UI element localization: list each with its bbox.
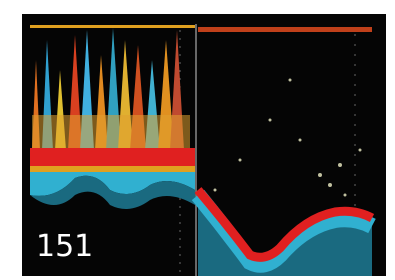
echo-dot [269, 119, 272, 122]
echo-dot [289, 79, 292, 82]
top-bar-right [198, 27, 372, 32]
echo-dot [214, 189, 217, 192]
sonar-screen: 151 [0, 0, 395, 280]
page: 151 (() => { const data = JSON.parse(doc… [0, 0, 395, 280]
echo-dot [344, 194, 347, 197]
echo-dot [239, 159, 242, 162]
yellow-layer [30, 166, 195, 172]
echo-band [32, 115, 190, 150]
top-bar-left [30, 25, 195, 28]
red-layer [30, 148, 195, 168]
echo-dot [359, 149, 362, 152]
echo-dot [328, 183, 332, 187]
depth-reading: 151 [36, 229, 93, 264]
echo-dot [318, 173, 322, 177]
echo-dot [299, 139, 302, 142]
echo-dot [338, 163, 342, 167]
